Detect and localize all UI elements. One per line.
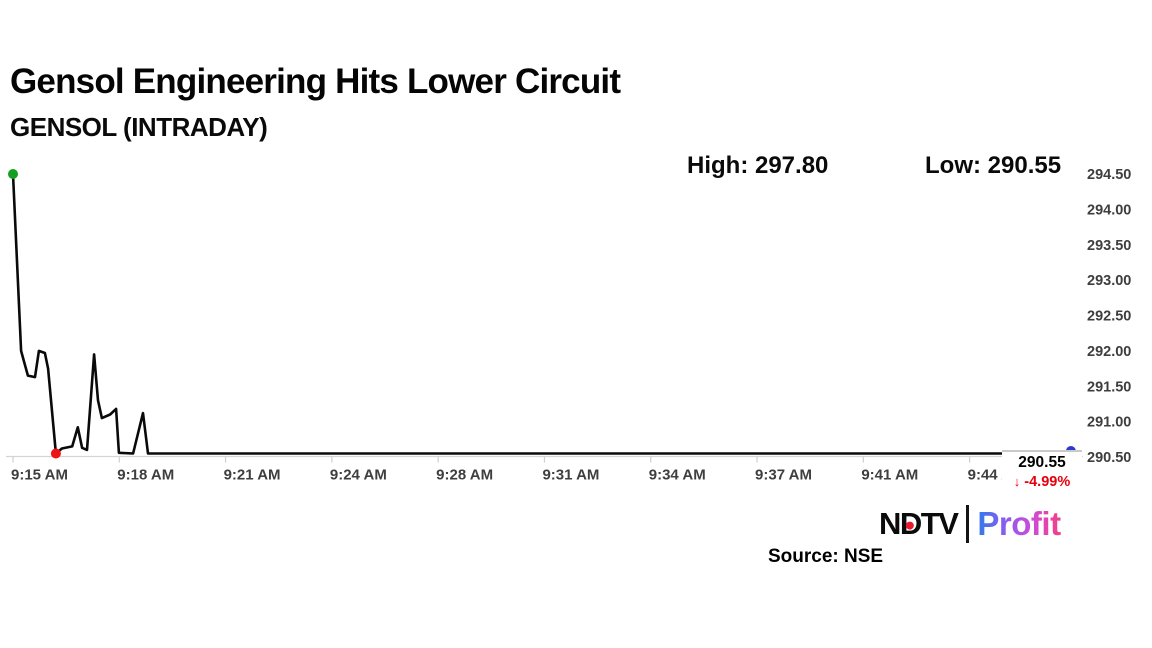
y-tick-label: 292.00 [1087,344,1131,360]
x-tick-label: 9:15 AM [11,467,68,484]
low-marker [50,448,61,459]
ndtv-letter-d: D [900,506,922,542]
down-arrow-icon: ↓ [1013,474,1021,489]
low-stat: Low: 290.55 [925,152,1062,179]
change-percent: -4.99% [1024,474,1071,490]
last-price-change: ↓ -4.99% [1002,472,1082,492]
last-price-callout: 290.55 ↓ -4.99% [1002,450,1082,494]
x-tick-label: 9:28 AM [436,467,493,484]
x-tick-label: 9:21 AM [224,467,281,484]
x-tick-label: 9:31 AM [542,467,599,484]
ndtv-letters-tv: TV [920,506,959,541]
chart-subtitle: GENSOL (INTRADAY) [10,112,268,142]
ndtv-wordmark: N D TV [879,506,959,542]
y-tick-label: 290.50 [1087,450,1131,466]
y-tick-label: 294.50 [1087,167,1131,183]
y-tick-label: 292.50 [1087,309,1131,325]
x-tick-label: 9:37 AM [755,467,812,484]
y-tick-label: 291.50 [1087,379,1131,395]
price-line [11,172,1073,455]
y-tick-label: 294.00 [1087,202,1131,218]
x-tick-label: 9:24 AM [330,467,387,484]
y-tick-label: 293.50 [1087,238,1131,254]
ndtv-letter-n: N [879,506,901,541]
x-tick-label: 9:34 AM [649,467,706,484]
y-tick-label: 291.00 [1087,415,1131,431]
last-price-value: 290.55 [1018,454,1066,471]
y-tick-label: 293.00 [1087,273,1131,289]
x-tick-label: 9:41 AM [861,467,918,484]
high-stat: High: 297.80 [687,152,829,179]
source-label: Source: NSE [768,546,884,567]
open-marker [8,169,18,179]
profit-wordmark: Profit [977,505,1061,542]
logo-divider [966,505,970,543]
ndtv-profit-logo: N D TV Profit [879,505,1061,543]
page-title: Gensol Engineering Hits Lower Circuit [10,62,621,101]
ndtv-red-dot-icon [906,521,915,530]
x-tick-label: 9:18 AM [117,467,174,484]
